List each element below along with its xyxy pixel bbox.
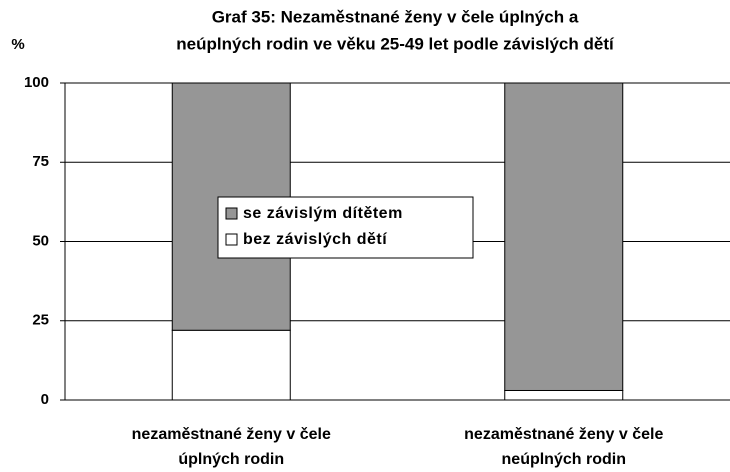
legend-box bbox=[217, 196, 474, 259]
bar-segment bbox=[504, 389, 624, 401]
bar-segment bbox=[171, 329, 291, 401]
chart-title: neúplných rodin ve věku 25-49 let podle … bbox=[176, 34, 615, 53]
x-tick-label-line: úplných rodin bbox=[178, 451, 284, 468]
y-tick-label: 75 bbox=[32, 153, 49, 170]
legend-label: se závislým dítětem bbox=[243, 205, 403, 222]
y-tick-label: 50 bbox=[32, 232, 49, 249]
x-tick-label: nezaměstnané ženy v čele neúplných rodin bbox=[464, 426, 663, 468]
x-tick-label-line: neúplných rodin bbox=[502, 451, 626, 468]
x-tick-label: nezaměstnané ženy v čele úplných rodin bbox=[132, 426, 331, 468]
bar-segment bbox=[504, 82, 624, 391]
legend-swatch bbox=[225, 207, 238, 220]
chart-title: Graf 35: Nezaměstnané ženy v čele úplnýc… bbox=[212, 7, 579, 26]
legend-swatch bbox=[225, 233, 238, 246]
y-tick-label: 25 bbox=[32, 312, 49, 329]
y-tick-label: 0 bbox=[41, 391, 49, 408]
y-axis-label: % bbox=[11, 36, 24, 53]
y-tick-label: 100 bbox=[24, 74, 49, 91]
x-tick-label-line: nezaměstnané ženy v čele bbox=[464, 426, 663, 443]
legend-label: bez závislých dětí bbox=[243, 231, 387, 248]
x-tick-label-line: nezaměstnané ženy v čele bbox=[132, 426, 331, 443]
